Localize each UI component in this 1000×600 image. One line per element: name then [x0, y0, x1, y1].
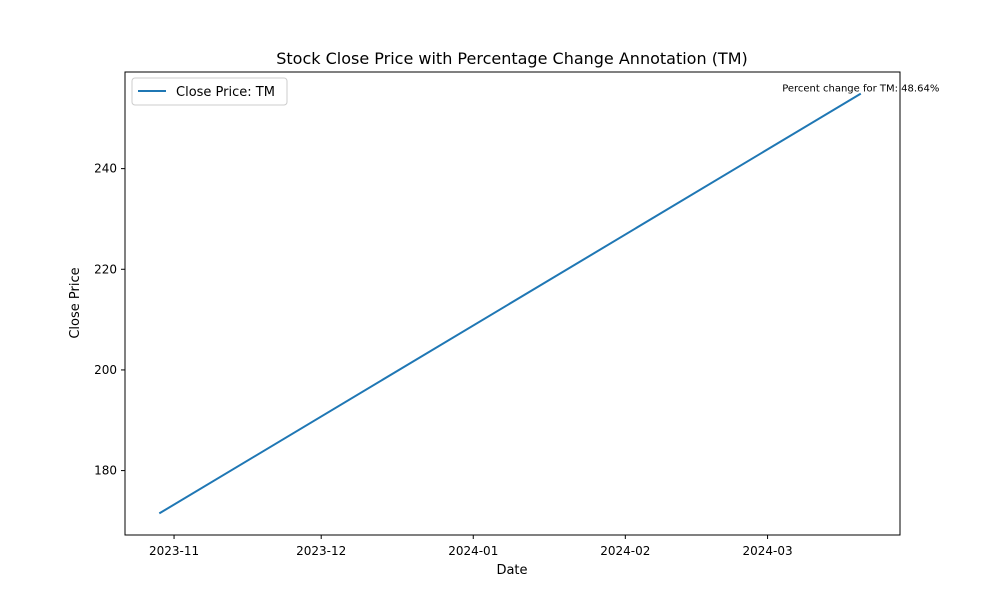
- x-tick-label: 2024-03: [742, 544, 792, 558]
- plot-frame: [124, 71, 901, 536]
- x-tick-label: 2024-01: [448, 544, 498, 558]
- series-layer: [158, 92, 862, 515]
- x-tick-label: 2023-11: [149, 544, 199, 558]
- plot-area: [124, 71, 901, 536]
- percent-change-annotation: Percent change for TM: 48.64%: [782, 84, 939, 95]
- y-tick-label: 240: [94, 162, 117, 176]
- y-axis: 180 200 220 240: [94, 162, 125, 478]
- legend-box: [131, 77, 288, 106]
- y-tick-label: 180: [94, 464, 117, 478]
- series-line-close-price: [158, 92, 862, 515]
- y-tick-label: 200: [94, 363, 117, 377]
- chart-title: Stock Close Price with Percentage Change…: [276, 49, 748, 68]
- y-tick-label: 220: [94, 262, 117, 276]
- x-axis-label: Date: [496, 563, 527, 578]
- x-axis: 2023-11 2023-12 2024-01 2024-02 2024-03: [149, 535, 793, 558]
- x-tick-label: 2024-02: [600, 544, 650, 558]
- legend: Close Price: TM: [131, 77, 288, 106]
- y-axis-label: Close Price: [68, 267, 83, 338]
- x-tick-label: 2023-12: [296, 544, 346, 558]
- legend-label: Close Price: TM: [176, 85, 275, 100]
